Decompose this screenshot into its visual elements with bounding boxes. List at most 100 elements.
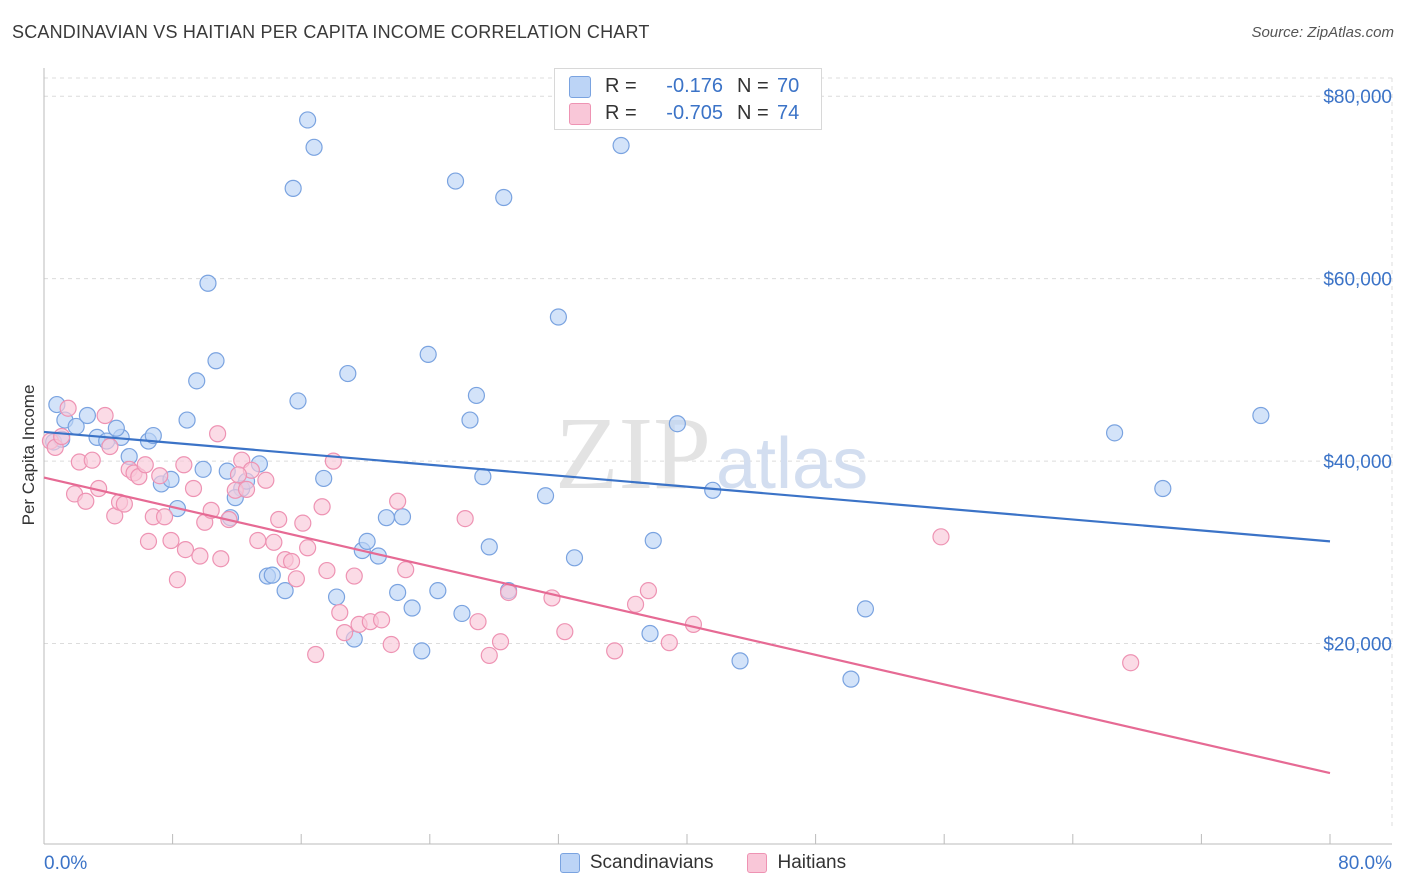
scandinavians-point bbox=[188, 372, 206, 390]
haitians-point bbox=[294, 514, 312, 532]
scandinavians-point bbox=[453, 604, 471, 623]
haitians-point bbox=[175, 456, 193, 474]
scandinavians-point bbox=[339, 364, 357, 383]
r-value: -0.705 bbox=[666, 102, 723, 124]
r-label: R = bbox=[605, 102, 637, 124]
haitians-point bbox=[336, 624, 354, 642]
haitians-trendline bbox=[43, 476, 1331, 775]
scandinavians-point bbox=[612, 136, 630, 155]
scandinavians-point bbox=[446, 172, 465, 190]
haitians-point bbox=[237, 480, 256, 498]
scandinavians-point bbox=[641, 624, 659, 643]
stats-row-scandinavians: R = -0.176 N = 70 bbox=[569, 75, 799, 98]
scandinavians-point bbox=[856, 600, 875, 618]
scandinavians-point bbox=[144, 426, 162, 445]
scandinavians-legend-swatch bbox=[559, 853, 580, 873]
stats-row-haitians: R = -0.705 N = 74 bbox=[569, 102, 799, 125]
scandinavians-point bbox=[1105, 424, 1124, 442]
scandinavians-point bbox=[495, 188, 513, 207]
x-tick-label-min: 0.0% bbox=[44, 853, 87, 874]
r-value: -0.176 bbox=[666, 75, 723, 97]
haitians-point bbox=[345, 567, 363, 585]
haitians-point bbox=[249, 531, 267, 550]
scandinavians-trendline bbox=[43, 430, 1331, 543]
legend-item-haitians[interactable]: Haitians bbox=[747, 852, 846, 874]
haitians-point bbox=[307, 645, 325, 664]
haitians-point bbox=[77, 492, 95, 510]
y-tick-label: $40,000 bbox=[1323, 452, 1392, 473]
haitians-point bbox=[480, 646, 498, 665]
scandinavians-point bbox=[263, 566, 281, 584]
scandinavians-point bbox=[299, 111, 317, 129]
scandinavians-point bbox=[178, 411, 196, 429]
scandinavians-point bbox=[315, 469, 333, 488]
haitians-point bbox=[176, 541, 195, 559]
scandinavians-point bbox=[194, 460, 212, 478]
haitians-point bbox=[209, 425, 227, 443]
scandinavians-point bbox=[668, 415, 686, 433]
haitians-point bbox=[456, 509, 474, 528]
scandinavians-point bbox=[377, 509, 395, 527]
haitians-point bbox=[59, 399, 77, 417]
haitians-point bbox=[626, 595, 645, 613]
haitians-point bbox=[397, 561, 415, 579]
scandinavians-point bbox=[467, 386, 486, 405]
y-tick-label: $80,000 bbox=[1323, 87, 1392, 108]
scandinavians-point bbox=[78, 406, 97, 425]
scandinavians-point bbox=[419, 345, 437, 363]
legend-item-scandinavians[interactable]: Scandinavians bbox=[559, 852, 714, 874]
scandinavians-point bbox=[474, 468, 492, 486]
scandinavians-point bbox=[413, 642, 431, 660]
haitians-point bbox=[932, 528, 950, 546]
scandinavians-point bbox=[207, 352, 225, 370]
haitians-swatch bbox=[569, 102, 591, 125]
scandinavians-point bbox=[276, 582, 294, 600]
haitians-point bbox=[212, 550, 230, 568]
haitians-point bbox=[299, 539, 317, 557]
haitians-point bbox=[257, 471, 275, 489]
haitians-point bbox=[151, 467, 169, 485]
haitians-point bbox=[313, 498, 331, 516]
scandinavians-point bbox=[107, 419, 125, 437]
scandinavians-point bbox=[536, 487, 555, 505]
haitians-point bbox=[660, 634, 678, 652]
haitians-point bbox=[372, 611, 391, 629]
scandinavians-point bbox=[480, 538, 498, 556]
haitians-point bbox=[184, 479, 203, 498]
haitians-point bbox=[282, 552, 301, 571]
haitians-point bbox=[318, 561, 336, 580]
haitians-point bbox=[499, 583, 518, 602]
scandinavians-point bbox=[842, 670, 860, 688]
haitians-point bbox=[606, 642, 624, 660]
scandinavians-point bbox=[327, 588, 346, 606]
r-label: R = bbox=[605, 75, 637, 97]
n-label: N = bbox=[737, 75, 769, 97]
stats-legend: R = -0.176 N = 70 R = -0.705 N = 74 bbox=[554, 68, 822, 130]
scandinavians-point bbox=[393, 508, 412, 526]
y-tick-label: $20,000 bbox=[1323, 635, 1392, 656]
scandinavians-point bbox=[289, 392, 307, 410]
legend-label: Scandinavians bbox=[589, 852, 714, 873]
scandinavians-point bbox=[1252, 406, 1270, 425]
haitians-point bbox=[139, 532, 158, 550]
haitians-point bbox=[168, 571, 187, 589]
y-axis-title: Per Capita Income bbox=[19, 385, 38, 526]
scandinavians-point bbox=[461, 411, 479, 429]
scandinavians-point bbox=[199, 274, 217, 292]
haitians-point bbox=[229, 466, 248, 484]
legend-label: Haitians bbox=[777, 852, 847, 873]
scandinavians-point bbox=[731, 652, 749, 670]
haitians-point bbox=[270, 510, 288, 529]
scandinavians-point bbox=[565, 549, 584, 567]
scandinavians-point bbox=[644, 531, 662, 550]
scandinavians-point bbox=[284, 179, 302, 197]
scandinavians-point bbox=[358, 532, 376, 550]
haitians-point bbox=[556, 623, 574, 641]
haitians-point bbox=[53, 427, 71, 446]
haitians-point bbox=[491, 633, 510, 651]
chart-title: SCANDINAVIAN VS HAITIAN PER CAPITA INCOM… bbox=[12, 22, 650, 42]
watermark: ZIP atlas bbox=[555, 396, 868, 511]
n-label: N = bbox=[737, 102, 769, 124]
haitians-point bbox=[1122, 654, 1140, 672]
